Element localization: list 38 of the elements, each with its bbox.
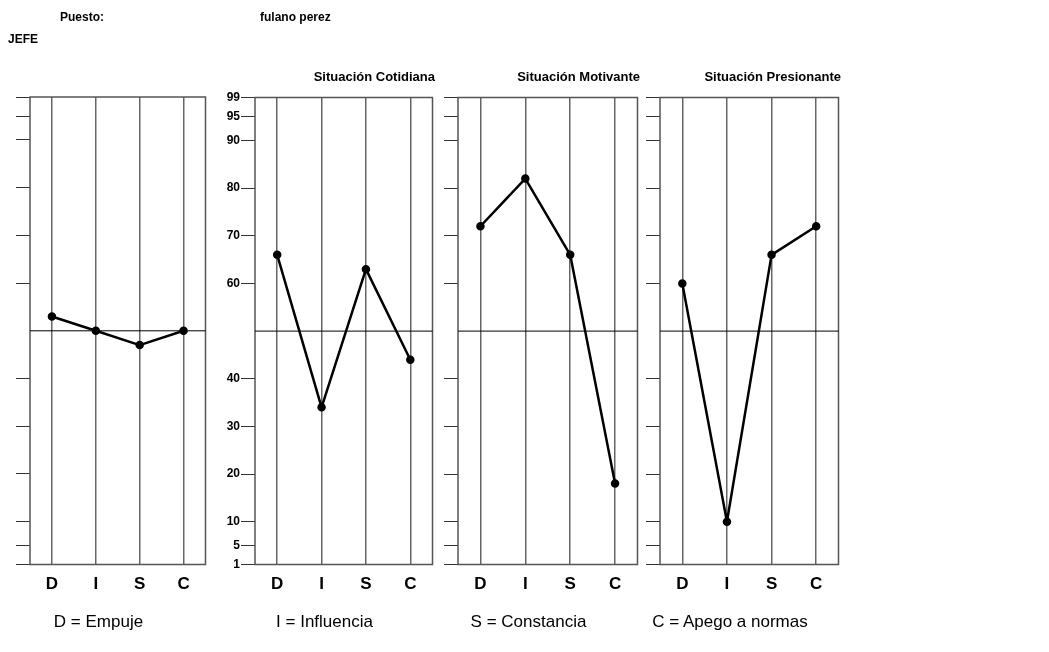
x-tick-label: C — [177, 574, 190, 594]
y-tick-label: 30 — [226, 418, 241, 433]
y-tick-label: 60 — [226, 275, 241, 290]
text: JEFE — [8, 32, 39, 46]
y-tick-label: 70 — [226, 228, 241, 243]
chart-title: Situación Presionante — [704, 69, 841, 85]
y-tick-label: 1 — [233, 556, 241, 571]
x-tick-label: I — [93, 574, 99, 594]
y-tick-label: 90 — [226, 132, 241, 147]
chart-title: Situación Cotidiana — [313, 69, 436, 85]
x-tick-label: C — [608, 574, 622, 594]
y-tick-label: 40 — [226, 371, 241, 386]
x-axis-title: S = Constancia — [469, 612, 588, 632]
text: fulano perez — [260, 10, 331, 24]
x-tick-label: C — [810, 574, 823, 594]
x-tick-label: I — [724, 574, 730, 594]
chart-title: Situación Motivante — [517, 69, 640, 85]
x-axis-title: D = Empuje — [52, 612, 145, 632]
y-tick-label: 99 — [226, 89, 241, 104]
y-tick-label: 95 — [226, 108, 241, 123]
y-tick-label: 10 — [226, 514, 241, 529]
text: Puesto: — [60, 10, 105, 24]
x-tick-label: D — [45, 574, 59, 594]
x-tick-label: D — [271, 574, 284, 594]
x-tick-label: C — [404, 574, 417, 594]
y-tick-label: 80 — [226, 180, 241, 195]
x-tick-label: S — [765, 574, 778, 594]
x-tick-label: D — [676, 574, 689, 594]
y-tick-label: 20 — [226, 466, 241, 481]
y-tick-label: 5 — [233, 537, 241, 552]
x-tick-label: S — [564, 574, 576, 594]
x-tick-label: I — [319, 574, 324, 594]
x-axis-title: I = Influencia — [275, 612, 374, 632]
x-tick-label: I — [522, 574, 528, 594]
x-tick-label: D — [474, 574, 487, 594]
x-tick-label: S — [360, 574, 372, 594]
x-axis-title: C = Apego a normas — [651, 612, 809, 632]
x-tick-label: S — [134, 574, 146, 594]
